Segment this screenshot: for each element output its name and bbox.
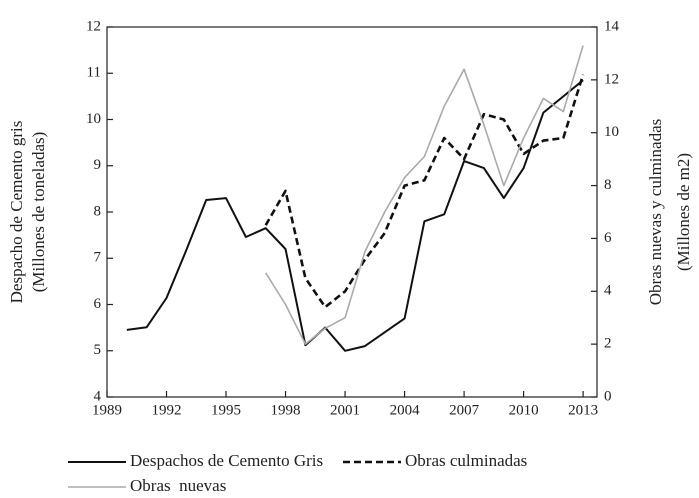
y2-tick-label: 4 bbox=[604, 283, 612, 299]
legend-label: Obras culminadas bbox=[405, 451, 527, 470]
x-tick-label: 2004 bbox=[390, 402, 421, 418]
y-tick-label: 6 bbox=[94, 296, 102, 312]
y2-tick-label: 6 bbox=[604, 230, 612, 246]
x-tick-label: 1995 bbox=[211, 402, 241, 418]
y2-tick-label: 14 bbox=[604, 18, 620, 34]
series-line bbox=[126, 79, 584, 352]
series-line bbox=[265, 45, 584, 345]
x-tick-label: 2007 bbox=[449, 402, 480, 418]
y-tick-label: 11 bbox=[87, 65, 101, 81]
y2-tick-label: 2 bbox=[604, 336, 612, 352]
y-tick-label: 10 bbox=[86, 111, 101, 127]
legend-label: Despachos de Cemento Gris bbox=[130, 451, 323, 470]
x-tick-label: 1992 bbox=[152, 402, 182, 418]
y2-tick-label: 12 bbox=[604, 71, 619, 87]
legend-label: Obras nuevas bbox=[130, 476, 226, 495]
x-tick-label: 1989 bbox=[92, 402, 122, 418]
x-tick-label: 2010 bbox=[509, 402, 539, 418]
y2-tick-label: 8 bbox=[604, 177, 612, 193]
y2-tick-label: 0 bbox=[604, 388, 612, 404]
y2-tick-label: 10 bbox=[604, 124, 619, 140]
y-tick-label: 8 bbox=[94, 203, 102, 219]
y-axis-label: Despacho de Cemento gris bbox=[7, 121, 26, 304]
x-tick-label: 1998 bbox=[271, 402, 301, 418]
y2-axis-label: Obras nuevas y culminadas bbox=[646, 119, 665, 305]
x-tick-label: 2001 bbox=[330, 402, 360, 418]
y2-axis-label: (Millones de m2) bbox=[674, 153, 693, 271]
x-tick-label: 2013 bbox=[568, 402, 598, 418]
y-tick-label: 7 bbox=[94, 250, 102, 266]
plot-frame bbox=[106, 26, 598, 398]
y-tick-label: 5 bbox=[94, 342, 102, 358]
y-axis-label: (Millones de toneladas) bbox=[29, 132, 48, 293]
y-tick-label: 9 bbox=[94, 157, 102, 173]
y-tick-label: 12 bbox=[86, 18, 101, 34]
series-line bbox=[264, 74, 585, 309]
y-tick-label: 4 bbox=[94, 388, 102, 404]
